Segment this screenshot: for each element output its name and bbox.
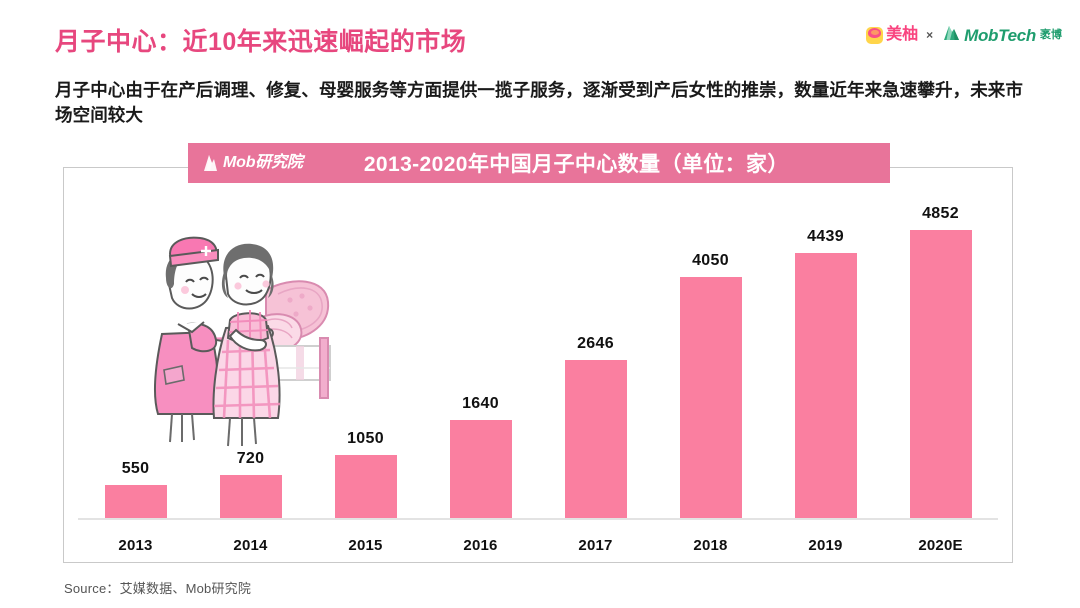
- meiyou-icon: [866, 26, 884, 44]
- bar-group: 4050 2018: [679, 205, 742, 554]
- bar-group: 2646 2017: [564, 205, 627, 554]
- x-axis-tick-label: 2020E: [918, 537, 963, 554]
- meiyou-label: 美柚: [886, 26, 919, 43]
- bar-value-label: 4050: [692, 252, 729, 269]
- bar: [909, 230, 972, 518]
- bar-group: 1050 2015: [334, 205, 397, 554]
- chart-title: 2013-2020年中国月子中心数量（单位：家）: [363, 153, 789, 176]
- x-axis-tick-label: 2014: [233, 537, 268, 554]
- bar-group: 1640 2016: [449, 205, 512, 554]
- bar-group: 550 2013: [104, 205, 167, 554]
- x-axis-tick-label: 2017: [578, 537, 613, 554]
- x-axis-tick-label: 2016: [463, 537, 498, 554]
- mob-research-logo: Mob研究院: [200, 152, 303, 174]
- meiyou-logo: 美柚: [866, 26, 919, 44]
- bar: [334, 455, 397, 518]
- bar-value-label: 4439: [807, 228, 844, 245]
- x-axis-tick-label: 2015: [348, 537, 383, 554]
- chart-title-banner: Mob研究院 2013-2020年中国月子中心数量（单位：家）: [188, 143, 890, 183]
- brand-separator-x: ×: [926, 28, 934, 42]
- brand-logos: 美柚 × MobTech 袤博: [866, 23, 1062, 47]
- bar: [104, 485, 167, 518]
- bar-chart-plot: 550 2013 720 2014 1050 2015 1640 2016 2646 2017 40…: [64, 185, 1012, 563]
- mobtech-label: MobTech: [964, 25, 1036, 45]
- x-axis-line: [78, 518, 998, 520]
- bar-group: 4439 2019: [794, 205, 857, 554]
- bar-series: 550 2013 720 2014 1050 2015 1640 2016 2646 2017 40…: [78, 205, 998, 554]
- bar-group: 4852 2020E: [909, 205, 972, 554]
- mob-research-label: Mob研究院: [223, 154, 303, 171]
- bar: [564, 360, 627, 518]
- bar-value-label: 1640: [462, 395, 499, 412]
- bar: [794, 253, 857, 518]
- x-axis-tick-label: 2019: [808, 537, 843, 554]
- bar: [449, 420, 512, 518]
- bar-value-label: 720: [236, 450, 265, 467]
- mobtech-logo: MobTech 袤博: [941, 23, 1062, 47]
- bar: [219, 475, 282, 518]
- bar-value-label: 550: [121, 460, 150, 477]
- mobtech-icon: [941, 23, 961, 47]
- mobtech-cn-label: 袤博: [1040, 28, 1062, 41]
- x-axis-tick-label: 2018: [693, 537, 728, 554]
- page-title: 月子中心：近10年来迅速崛起的市场: [55, 28, 467, 56]
- bar-value-label: 1050: [347, 430, 384, 447]
- x-axis-tick-label: 2013: [118, 537, 153, 554]
- bar-group: 720 2014: [219, 205, 282, 554]
- source-note: Source：艾媒数据、Mob研究院: [64, 581, 252, 596]
- page-subtitle: 月子中心由于在产后调理、修复、母婴服务等方面提供一揽子服务，逐渐受到产后女性的推…: [55, 80, 1023, 125]
- bar-value-label: 2646: [577, 335, 614, 352]
- bar-value-label: 4852: [922, 205, 959, 222]
- bar: [679, 277, 742, 518]
